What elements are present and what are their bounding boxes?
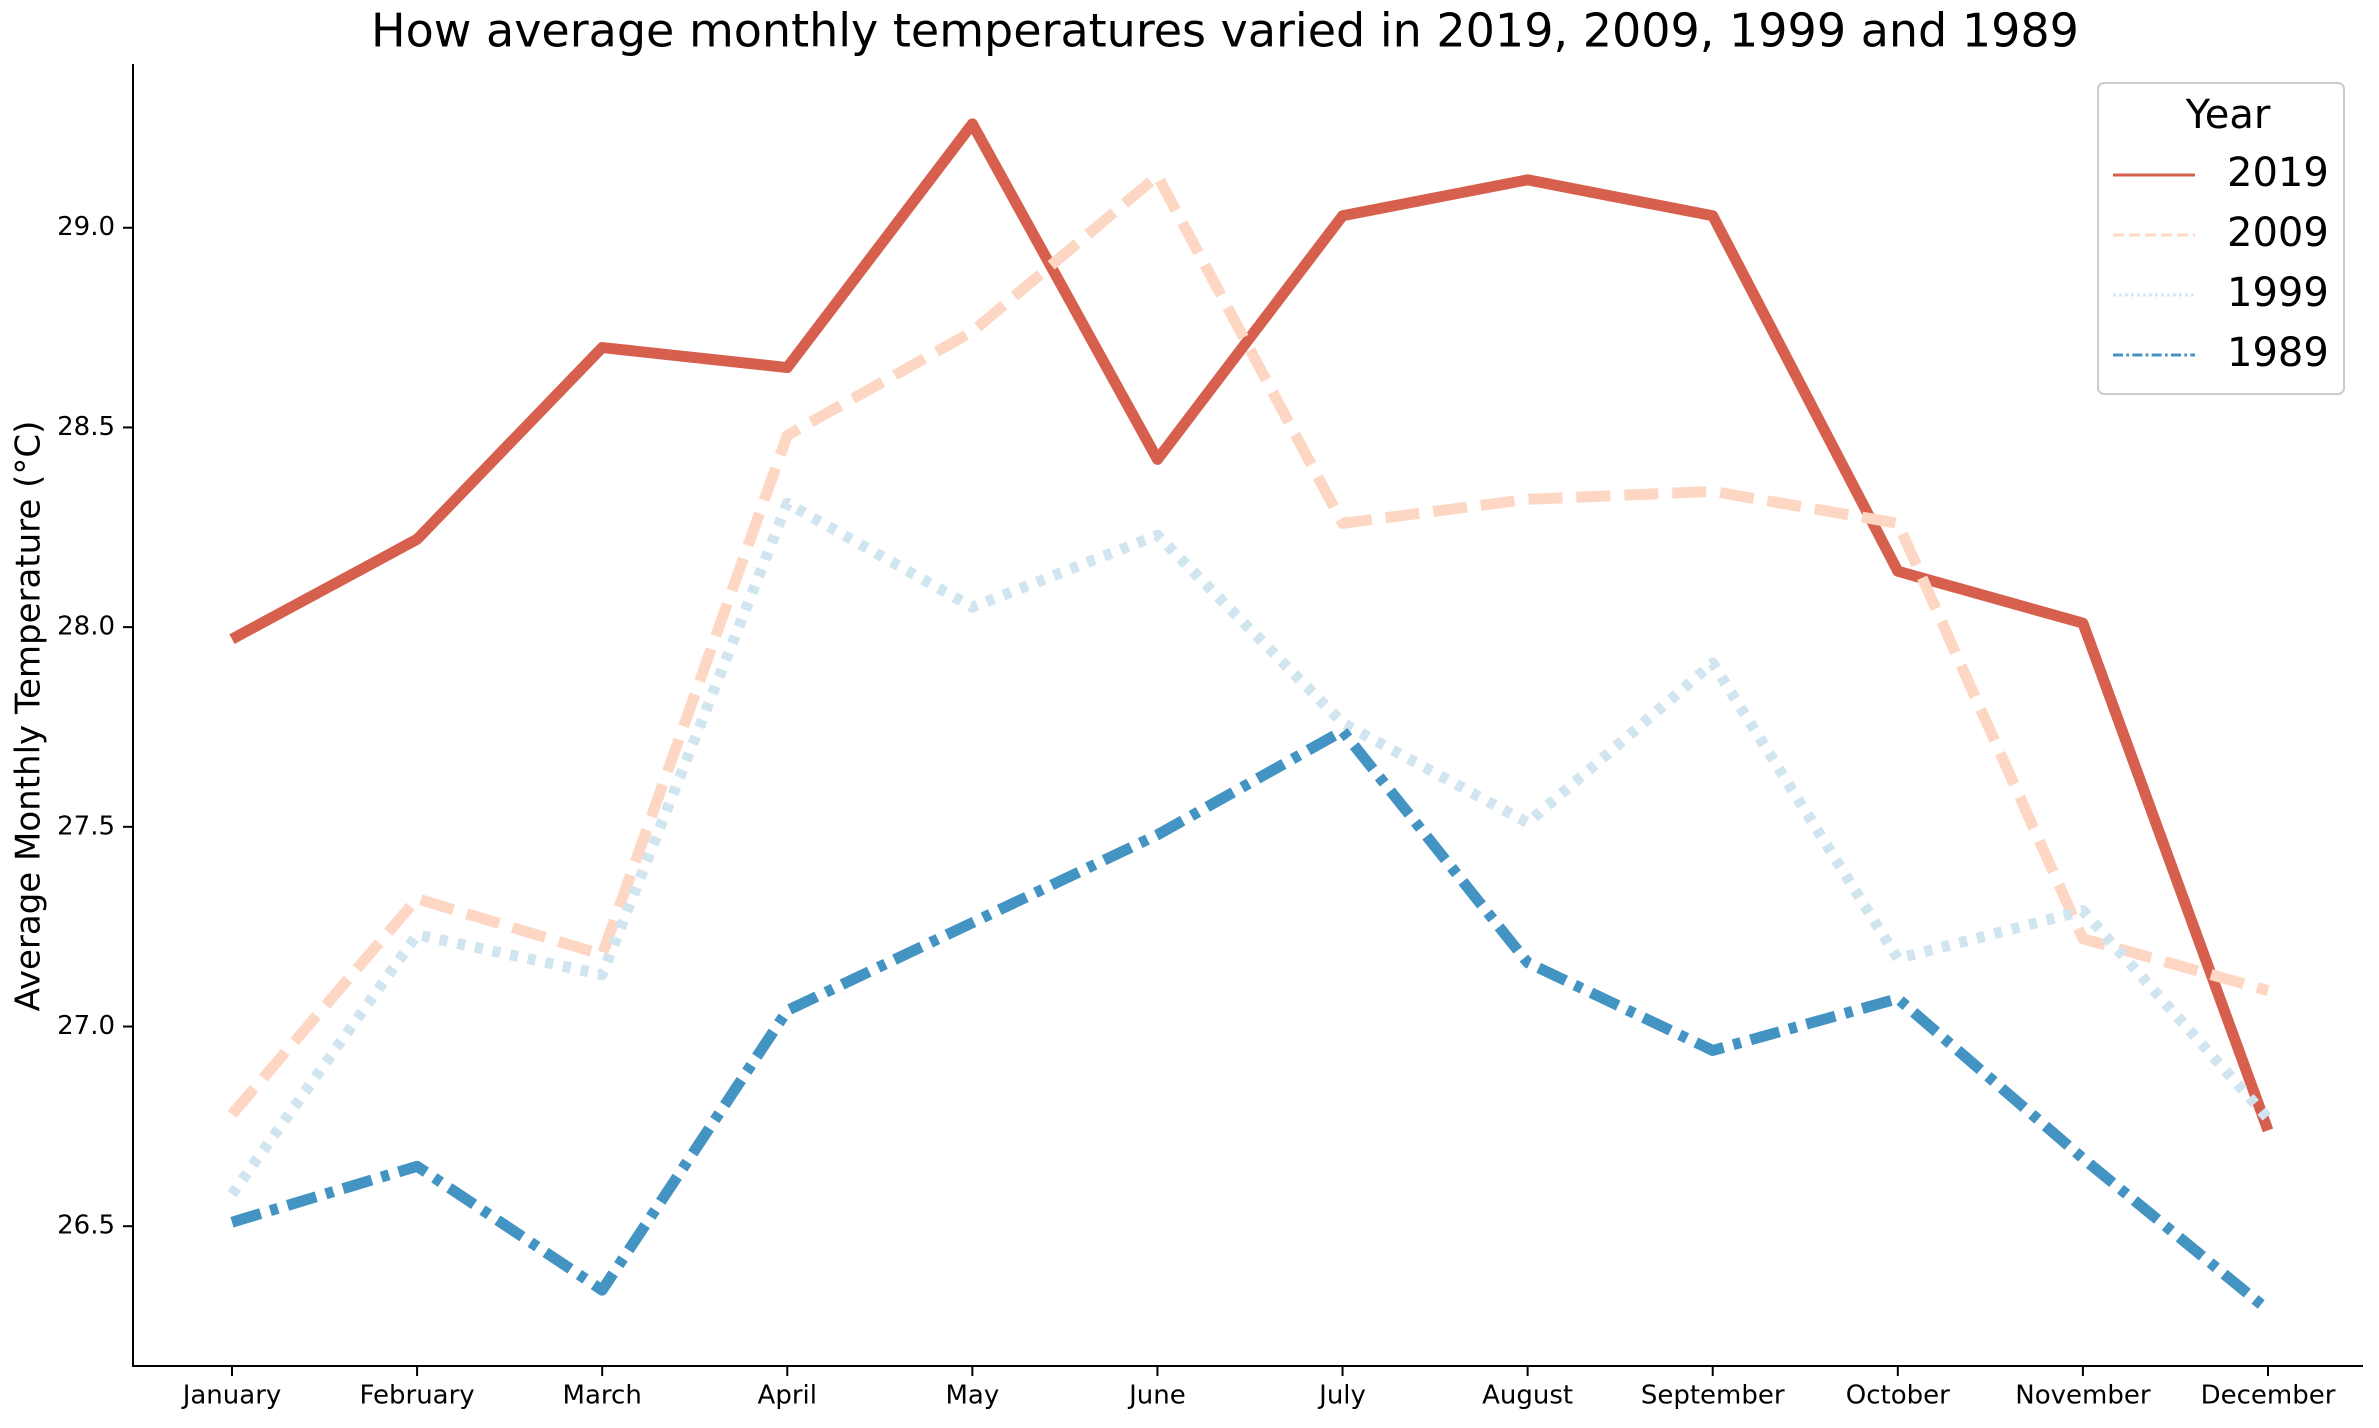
chart-title: How average monthly temperatures varied … <box>371 4 2079 58</box>
x-tick-label: April <box>758 1381 817 1411</box>
y-tick-label: 27.5 <box>57 811 115 841</box>
x-tick-label: June <box>1127 1381 1186 1411</box>
x-tick-label: September <box>1641 1381 1785 1411</box>
legend-label: 2019 <box>2227 150 2329 196</box>
x-tick-label: March <box>563 1381 642 1411</box>
y-tick-label: 27.0 <box>57 1011 115 1041</box>
x-tick-label: May <box>945 1381 999 1411</box>
y-tick-label: 28.0 <box>57 612 115 642</box>
legend-title: Year <box>2185 92 2271 138</box>
legend-label: 1989 <box>2227 330 2329 376</box>
legend-box <box>2097 82 2345 395</box>
x-tick-label: August <box>1482 1381 1573 1411</box>
x-tick-label: October <box>1846 1381 1950 1411</box>
x-tick-label: February <box>359 1381 474 1411</box>
x-tick-label: July <box>1317 1381 1366 1411</box>
legend-label: 2009 <box>2227 210 2329 256</box>
series-line <box>230 725 2272 1315</box>
y-tick-label: 29.0 <box>57 212 115 242</box>
series-line <box>227 497 2273 1198</box>
x-tick-label: January <box>181 1381 282 1411</box>
legend-label: 1999 <box>2227 270 2329 316</box>
y-tick-label: 28.5 <box>57 412 115 442</box>
y-tick-label: 26.5 <box>57 1211 115 1241</box>
x-tick-label: December <box>2201 1381 2336 1411</box>
y-axis-label: Average Monthly Temperature (°C) <box>9 421 49 1012</box>
x-tick-label: November <box>2015 1381 2151 1411</box>
series-line <box>227 170 2270 1118</box>
